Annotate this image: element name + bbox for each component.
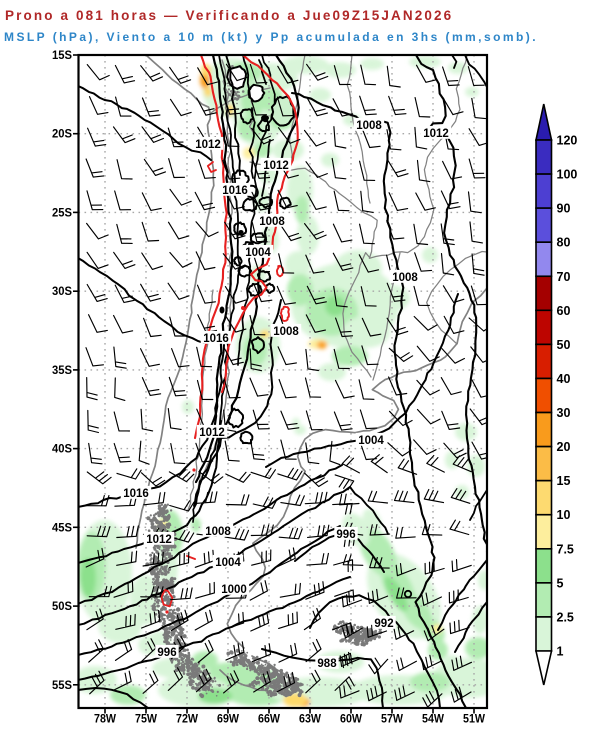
svg-text:120: 120 bbox=[557, 134, 578, 148]
svg-text:996: 996 bbox=[157, 647, 176, 659]
svg-text:10: 10 bbox=[557, 508, 571, 522]
svg-text:69W: 69W bbox=[217, 712, 240, 726]
svg-text:1004: 1004 bbox=[245, 247, 271, 259]
svg-text:1008: 1008 bbox=[205, 526, 231, 538]
svg-text:63W: 63W bbox=[299, 712, 322, 726]
svg-text:2.5: 2.5 bbox=[557, 610, 574, 624]
svg-text:1012: 1012 bbox=[263, 160, 289, 172]
svg-text:60: 60 bbox=[557, 304, 571, 318]
svg-text:1004: 1004 bbox=[215, 557, 241, 569]
svg-text:1016: 1016 bbox=[123, 488, 149, 500]
svg-text:Prono a 081 horas — Verificand: Prono a 081 horas — Verificando a Jue09Z… bbox=[5, 8, 453, 23]
svg-text:60W: 60W bbox=[340, 712, 363, 726]
svg-text:992: 992 bbox=[374, 618, 393, 630]
svg-text:54W: 54W bbox=[422, 712, 445, 726]
svg-text:50: 50 bbox=[557, 338, 571, 352]
svg-text:5: 5 bbox=[557, 576, 564, 590]
svg-text:75W: 75W bbox=[135, 712, 158, 726]
svg-text:40: 40 bbox=[557, 372, 571, 386]
svg-text:1012: 1012 bbox=[195, 139, 221, 151]
svg-text:51W: 51W bbox=[463, 712, 486, 726]
svg-text:1012: 1012 bbox=[423, 128, 449, 140]
svg-text:1016: 1016 bbox=[222, 185, 248, 197]
svg-text:15: 15 bbox=[557, 474, 571, 488]
svg-text:1000: 1000 bbox=[221, 584, 247, 596]
svg-text:35S: 35S bbox=[52, 363, 72, 377]
svg-text:80: 80 bbox=[557, 236, 571, 250]
svg-text:1008: 1008 bbox=[392, 272, 418, 284]
svg-text:1008: 1008 bbox=[356, 120, 382, 132]
svg-text:90: 90 bbox=[557, 202, 571, 216]
svg-text:988: 988 bbox=[317, 658, 337, 670]
svg-text:20S: 20S bbox=[52, 127, 72, 141]
svg-text:66W: 66W bbox=[258, 712, 281, 726]
svg-text:1008: 1008 bbox=[259, 216, 285, 228]
svg-text:1012: 1012 bbox=[146, 534, 172, 546]
svg-text:20: 20 bbox=[557, 440, 571, 454]
svg-text:1008: 1008 bbox=[273, 326, 299, 338]
svg-text:100: 100 bbox=[557, 168, 578, 182]
svg-text:MSLP (hPa), Viento a 10 m (kt): MSLP (hPa), Viento a 10 m (kt) y Pp acum… bbox=[4, 30, 538, 44]
svg-text:70: 70 bbox=[557, 270, 571, 284]
svg-text:15S: 15S bbox=[52, 48, 72, 62]
svg-text:45S: 45S bbox=[52, 520, 72, 534]
svg-text:30: 30 bbox=[557, 406, 571, 420]
svg-text:1012: 1012 bbox=[199, 427, 225, 439]
svg-text:55S: 55S bbox=[52, 678, 72, 692]
svg-text:50S: 50S bbox=[52, 599, 72, 613]
svg-text:25S: 25S bbox=[52, 205, 72, 219]
svg-text:78W: 78W bbox=[94, 712, 117, 726]
svg-text:1004: 1004 bbox=[358, 435, 384, 447]
svg-text:57W: 57W bbox=[381, 712, 404, 726]
svg-text:996: 996 bbox=[336, 529, 355, 541]
svg-text:72W: 72W bbox=[176, 712, 199, 726]
svg-text:7.5: 7.5 bbox=[557, 542, 574, 556]
svg-text:1: 1 bbox=[557, 645, 564, 659]
svg-text:30S: 30S bbox=[52, 284, 72, 298]
svg-text:1016: 1016 bbox=[203, 333, 229, 345]
svg-text:40S: 40S bbox=[52, 442, 72, 456]
